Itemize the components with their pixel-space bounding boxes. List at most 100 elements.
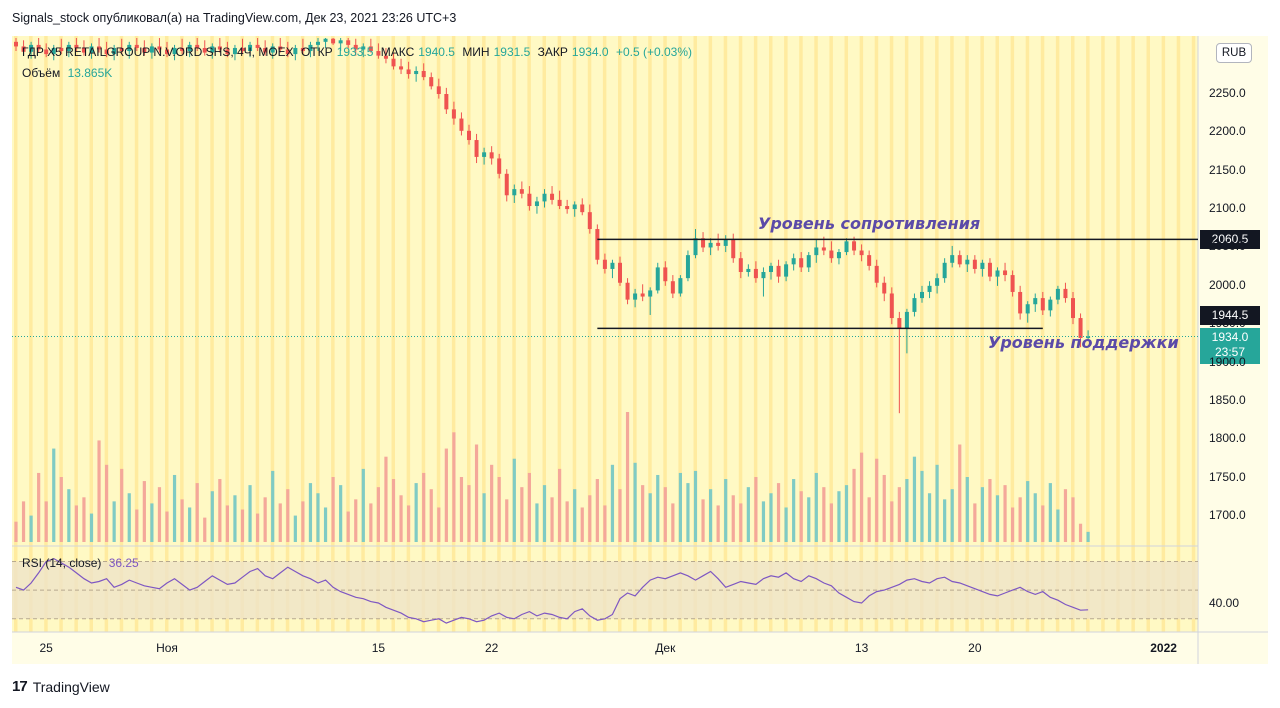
volume-bar — [595, 479, 599, 542]
volume-bar — [603, 505, 607, 542]
rsi-legend: RSI (14, close) 36.25 — [22, 556, 143, 570]
price-tick-label: 2200.0 — [1209, 124, 1246, 139]
volume-bar — [663, 487, 667, 542]
candle-body — [512, 189, 517, 196]
candle-body — [776, 265, 781, 277]
candle-body — [399, 66, 404, 70]
candle-body — [165, 49, 169, 55]
candle-body — [716, 242, 721, 246]
session-stripe — [134, 36, 139, 632]
candle-body — [867, 255, 872, 266]
candle-body — [806, 255, 811, 268]
candle-body — [104, 49, 109, 55]
volume-bar — [573, 489, 577, 542]
rsi-tick-label: 40.00 — [1209, 596, 1240, 611]
candle-body — [482, 152, 487, 157]
volume-bar — [150, 503, 154, 542]
volume-bar — [943, 499, 947, 542]
volume-bar — [935, 464, 939, 542]
candle-body — [361, 46, 366, 50]
candle-body — [640, 293, 645, 297]
rsi-label[interactable]: RSI (14, close) — [22, 556, 102, 570]
candle-body — [693, 238, 698, 256]
volume-bar — [527, 472, 531, 542]
time-tick-label: Дек — [655, 641, 676, 655]
time-tick-label: 15 — [371, 641, 386, 655]
volume-bar — [74, 505, 78, 542]
price-tick-label: 2100.0 — [1209, 201, 1246, 216]
volume-bar — [512, 458, 516, 542]
candle-body — [414, 70, 419, 75]
candle-body — [338, 40, 343, 44]
candle-body — [678, 278, 683, 294]
volume-bar — [37, 472, 41, 542]
volume-value: 13.865K — [67, 66, 113, 80]
candle-body — [474, 140, 479, 157]
candle-body — [542, 193, 547, 202]
symbol-label[interactable]: ГДР X5 RETAILGROUP N.V.ORD SHS, 4Ч, MOEX — [22, 45, 294, 59]
candle-body — [195, 44, 200, 48]
candle-body — [904, 311, 909, 329]
session-stripe — [59, 36, 63, 632]
volume-bar — [656, 474, 660, 542]
candle-body — [1048, 299, 1053, 311]
candle-body — [791, 258, 796, 265]
currency-button[interactable]: RUB — [1216, 43, 1252, 63]
candle-body — [844, 241, 849, 253]
candle-body — [270, 46, 275, 53]
candle-body — [708, 242, 713, 248]
candle-body — [217, 46, 222, 50]
candle-body — [97, 46, 102, 50]
session-stripe — [784, 36, 788, 632]
volume-bar — [82, 497, 86, 542]
candle-body — [663, 267, 668, 282]
volume-bar — [784, 507, 788, 542]
volume-bar — [331, 477, 335, 542]
price-tick-label: 2000.0 — [1209, 277, 1246, 292]
session-stripe — [1025, 36, 1030, 632]
resistance-annotation: Уровень сопротивления — [758, 214, 981, 233]
session-stripe — [980, 36, 984, 632]
volume-bar — [218, 479, 222, 542]
candle-body — [1055, 288, 1060, 300]
volume-bar — [837, 491, 841, 542]
volume-bar — [127, 493, 131, 542]
candle-body — [980, 262, 985, 269]
volume-bar — [988, 479, 992, 542]
volume-bar — [807, 497, 811, 542]
candle-body — [376, 51, 381, 56]
volume-bar — [474, 444, 479, 542]
last-price-tag: 1934.0 23:57 — [1200, 328, 1260, 364]
candle-body — [912, 298, 917, 312]
volume-bar — [21, 501, 26, 542]
candle-body — [331, 38, 336, 44]
session-stripe — [376, 36, 380, 632]
publisher-header: Signals_stock опубликовал(а) на TradingV… — [12, 11, 457, 25]
candle-body — [836, 252, 841, 259]
chart-area[interactable] — [12, 36, 1268, 664]
candle-body — [459, 118, 464, 131]
session-stripe — [648, 36, 652, 632]
volume-bar — [467, 485, 471, 542]
chart-svg[interactable] — [12, 36, 1268, 664]
volume-bar — [301, 501, 305, 542]
price-tick-label: 2050.0 — [1209, 239, 1246, 254]
session-stripe — [89, 36, 93, 632]
price-tick-label: 1900.0 — [1209, 354, 1246, 369]
candle-body — [753, 268, 758, 279]
candle-body — [799, 258, 804, 268]
candle-body — [444, 94, 449, 110]
candle-body — [504, 173, 509, 196]
volume-bar — [1041, 505, 1045, 542]
volume-bar — [1026, 481, 1030, 542]
volume-bar — [422, 472, 426, 542]
candle-body — [595, 229, 600, 260]
candle-body — [889, 293, 894, 319]
tradingview-logo[interactable]: 17 TradingView — [12, 678, 110, 695]
candle-body — [187, 44, 192, 52]
candle-body — [210, 46, 215, 53]
volume-legend: Объём 13.865K — [22, 66, 116, 80]
candle-body — [51, 47, 56, 55]
candle-body — [225, 49, 230, 55]
candle-body — [248, 44, 253, 52]
